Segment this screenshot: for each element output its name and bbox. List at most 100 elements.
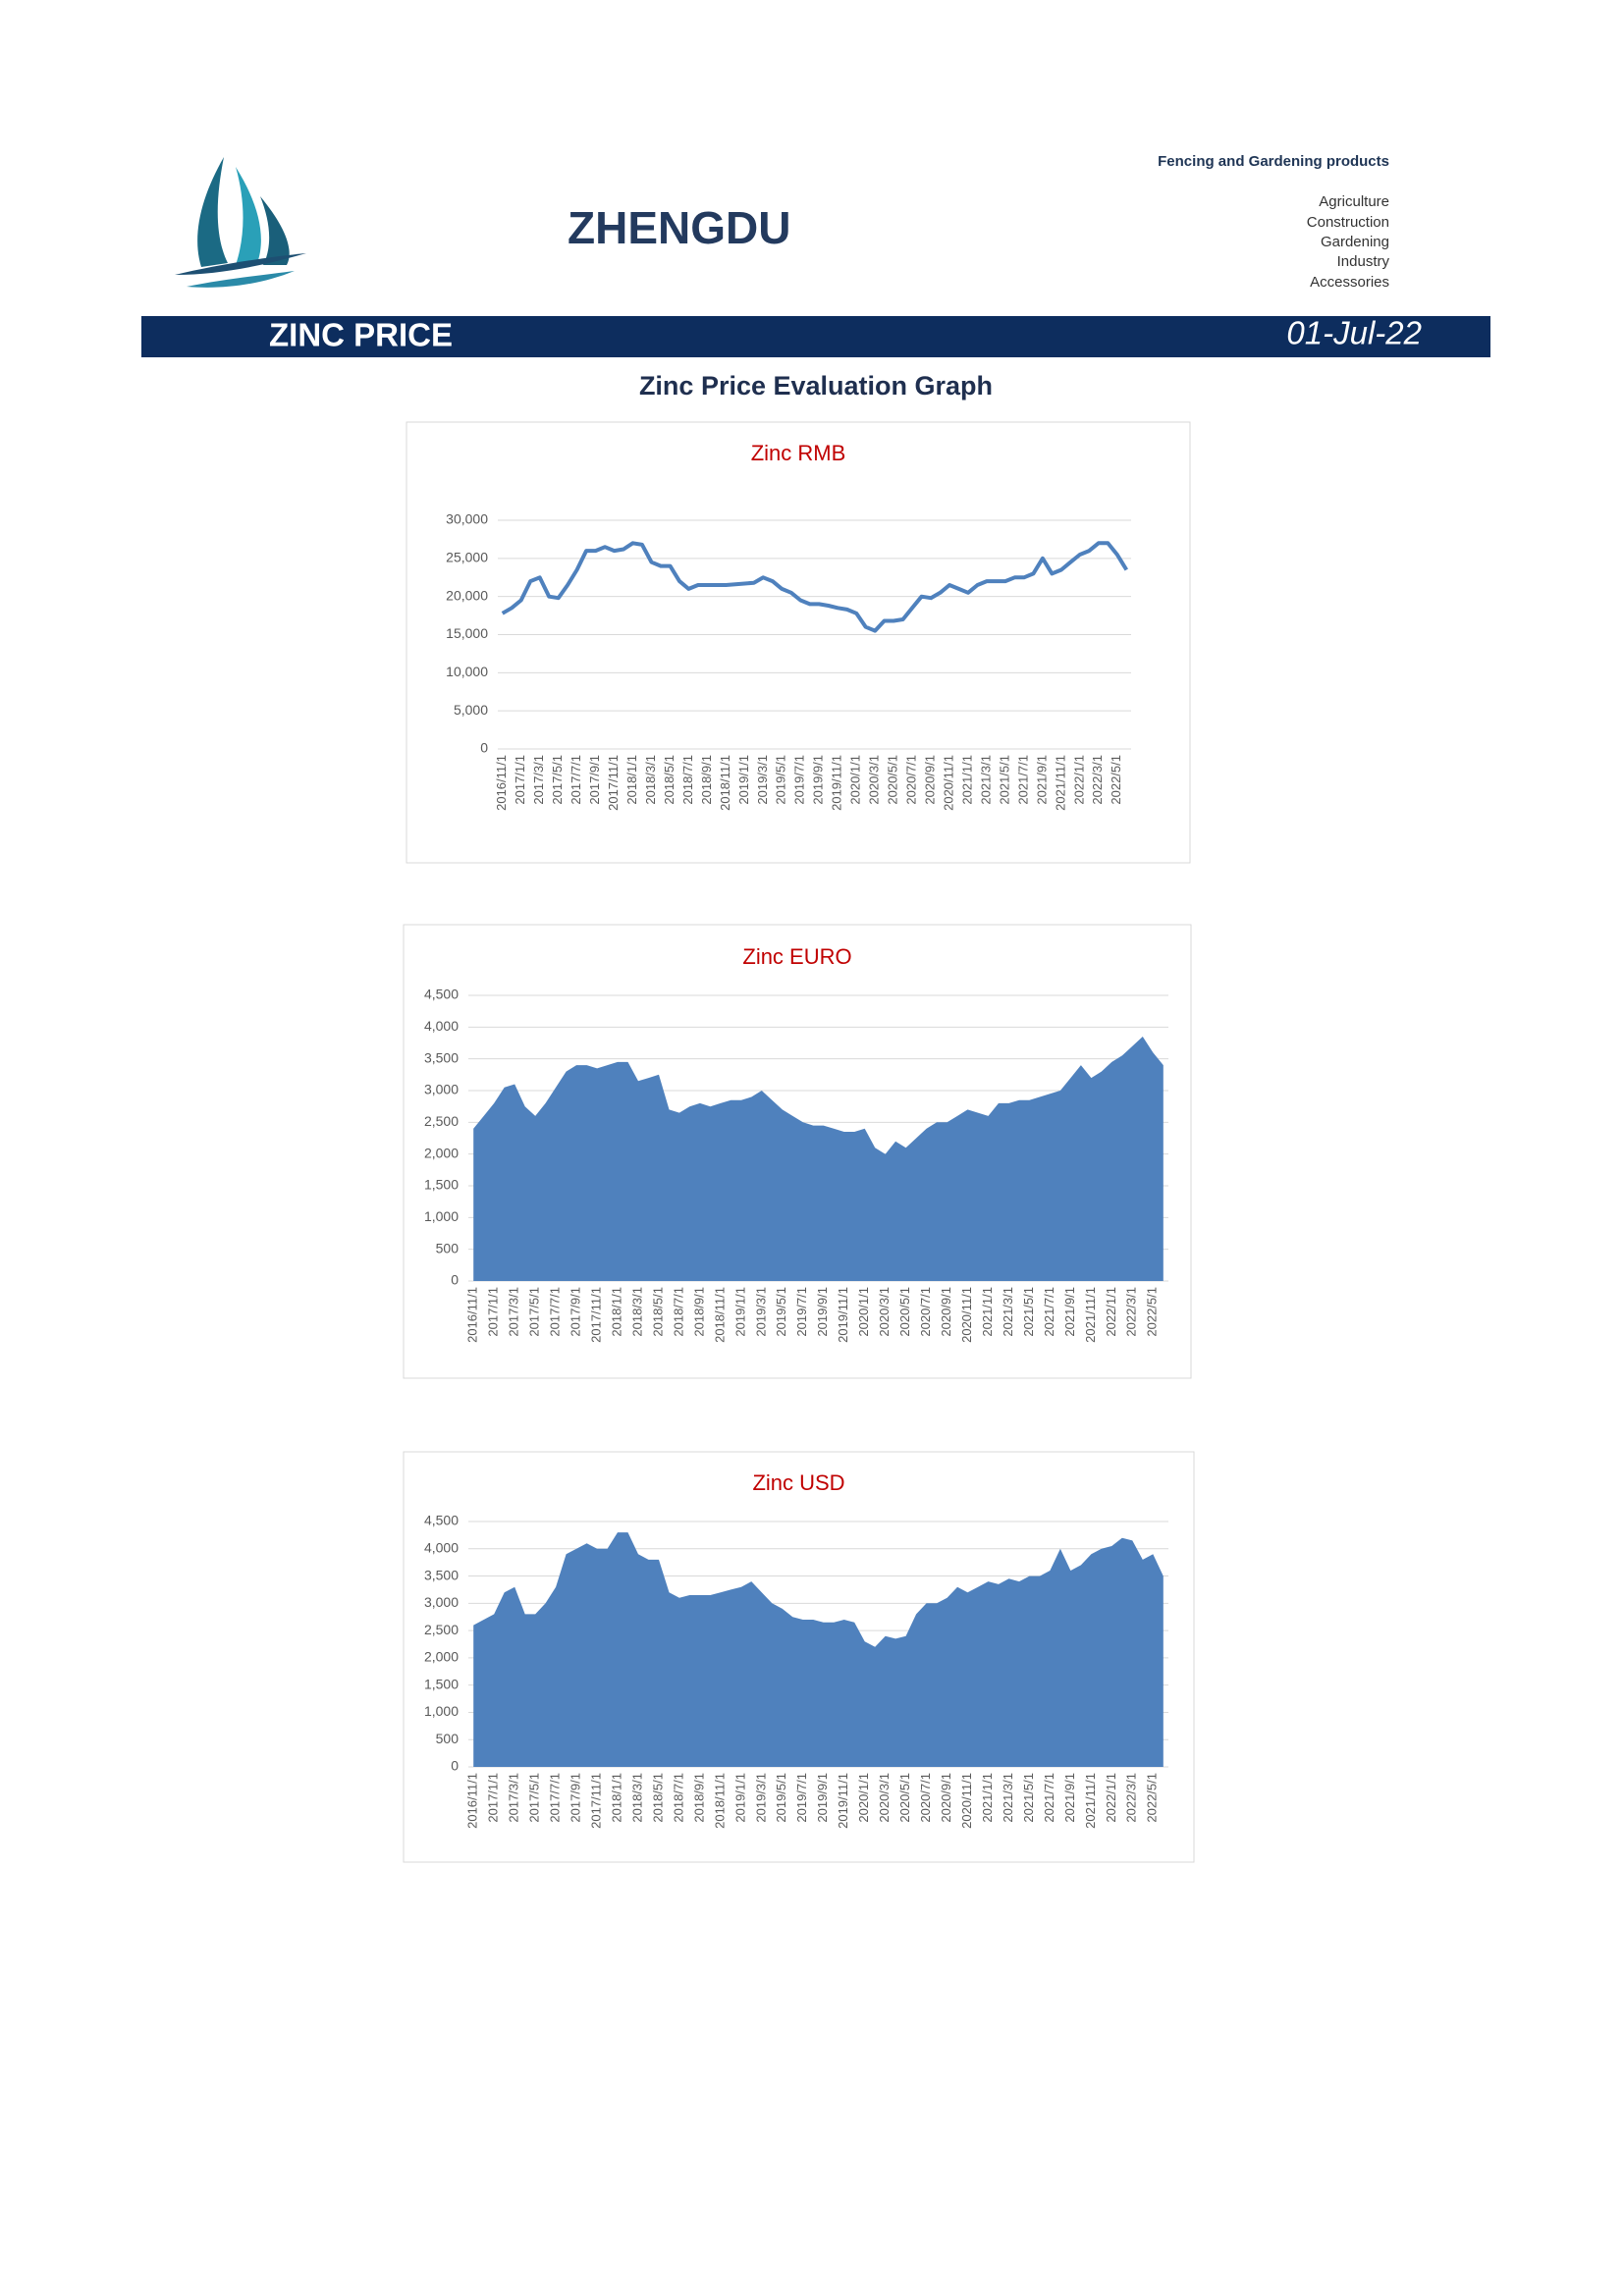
y-tick-label: 3,500 bbox=[424, 1049, 459, 1065]
x-tick-label: 2019/1/1 bbox=[736, 755, 751, 805]
x-tick-label: 2017/9/1 bbox=[587, 755, 602, 805]
logo bbox=[175, 157, 306, 288]
y-tick-label: 15,000 bbox=[446, 625, 488, 641]
x-tick-label: 2017/5/1 bbox=[527, 1287, 542, 1337]
x-tick-label: 2018/7/1 bbox=[671, 1773, 685, 1823]
x-tick-label: 2018/5/1 bbox=[650, 1773, 665, 1823]
x-tick-label: 2017/11/1 bbox=[606, 755, 621, 811]
chart-title: Zinc RMB bbox=[751, 441, 846, 465]
x-tick-label: 2019/9/1 bbox=[815, 1773, 830, 1823]
sector: Construction bbox=[1307, 214, 1389, 231]
x-tick-label: 2020/9/1 bbox=[939, 1773, 953, 1823]
y-tick-label: 500 bbox=[436, 1731, 460, 1746]
x-tick-label: 2019/3/1 bbox=[755, 755, 770, 805]
x-tick-label: 2022/3/1 bbox=[1090, 755, 1105, 805]
x-tick-label: 2017/11/1 bbox=[589, 1287, 604, 1343]
x-tick-label: 2019/3/1 bbox=[753, 1773, 768, 1823]
x-tick-label: 2022/5/1 bbox=[1109, 755, 1123, 805]
x-tick-label: 2017/3/1 bbox=[507, 1773, 521, 1823]
y-tick-label: 20,000 bbox=[446, 587, 488, 603]
x-tick-label: 2017/5/1 bbox=[550, 755, 565, 805]
x-tick-label: 2021/3/1 bbox=[978, 755, 993, 805]
x-tick-label: 2019/1/1 bbox=[732, 1773, 747, 1823]
x-tick-label: 2016/11/1 bbox=[494, 755, 509, 811]
x-tick-label: 2021/7/1 bbox=[1042, 1287, 1056, 1337]
x-tick-label: 2017/5/1 bbox=[527, 1773, 542, 1823]
x-tick-label: 2020/9/1 bbox=[923, 755, 938, 805]
x-tick-label: 2019/1/1 bbox=[732, 1287, 747, 1337]
sector: Accessories bbox=[1310, 274, 1389, 291]
x-tick-label: 2017/1/1 bbox=[486, 1773, 501, 1823]
y-tick-label: 0 bbox=[451, 1272, 459, 1288]
price-line bbox=[501, 541, 1129, 633]
y-tick-label: 2,500 bbox=[424, 1622, 459, 1637]
x-tick-label: 2020/3/1 bbox=[877, 1287, 892, 1337]
x-tick-label: 2021/1/1 bbox=[980, 1287, 995, 1337]
x-tick-label: 2021/7/1 bbox=[1015, 755, 1030, 805]
x-tick-label: 2021/5/1 bbox=[1021, 1287, 1036, 1337]
x-tick-label: 2017/11/1 bbox=[589, 1773, 604, 1829]
chart-title: Zinc EURO bbox=[742, 944, 851, 969]
brand: ZHENGDU bbox=[568, 202, 790, 253]
x-tick-label: 2020/1/1 bbox=[848, 755, 863, 805]
x-tick-label: 2019/5/1 bbox=[774, 1287, 788, 1337]
y-tick-label: 2,500 bbox=[424, 1113, 459, 1129]
x-tick-label: 2020/7/1 bbox=[904, 755, 919, 805]
x-tick-label: 2020/11/1 bbox=[941, 755, 955, 811]
y-tick-label: 10,000 bbox=[446, 664, 488, 679]
x-tick-label: 2021/7/1 bbox=[1042, 1773, 1056, 1823]
y-tick-label: 4,000 bbox=[424, 1539, 459, 1555]
x-tick-label: 2017/1/1 bbox=[486, 1287, 501, 1337]
x-tick-label: 2018/3/1 bbox=[643, 755, 658, 805]
x-tick-label: 2020/1/1 bbox=[856, 1287, 871, 1337]
banner bbox=[141, 316, 1490, 357]
sector: Agriculture bbox=[1319, 193, 1389, 210]
x-tick-label: 2018/9/1 bbox=[699, 755, 714, 805]
x-tick-label: 2018/11/1 bbox=[712, 1773, 727, 1829]
y-tick-label: 2,000 bbox=[424, 1145, 459, 1160]
x-tick-label: 2021/11/1 bbox=[1083, 1287, 1098, 1343]
x-tick-label: 2021/9/1 bbox=[1034, 755, 1049, 805]
x-tick-label: 2018/5/1 bbox=[650, 1287, 665, 1337]
x-tick-label: 2018/7/1 bbox=[680, 755, 695, 805]
x-tick-label: 2020/7/1 bbox=[918, 1773, 933, 1823]
y-tick-label: 25,000 bbox=[446, 550, 488, 565]
x-tick-label: 2017/3/1 bbox=[507, 1287, 521, 1337]
y-tick-label: 1,000 bbox=[424, 1208, 459, 1224]
x-tick-label: 2021/9/1 bbox=[1062, 1773, 1077, 1823]
x-tick-label: 2019/7/1 bbox=[792, 755, 807, 805]
x-tick-label: 2019/11/1 bbox=[836, 1773, 850, 1829]
x-tick-label: 2017/9/1 bbox=[568, 1287, 583, 1337]
x-tick-label: 2020/5/1 bbox=[897, 1287, 912, 1337]
x-tick-label: 2018/1/1 bbox=[624, 755, 639, 805]
x-tick-label: 2018/1/1 bbox=[609, 1773, 623, 1823]
y-tick-label: 4,500 bbox=[424, 1513, 459, 1528]
y-tick-label: 30,000 bbox=[446, 511, 488, 527]
y-tick-label: 2,000 bbox=[424, 1649, 459, 1665]
x-tick-label: 2020/11/1 bbox=[959, 1287, 974, 1343]
y-tick-label: 4,500 bbox=[424, 987, 459, 1002]
x-tick-label: 2022/1/1 bbox=[1104, 1287, 1118, 1337]
x-tick-label: 2018/7/1 bbox=[671, 1287, 685, 1337]
x-tick-label: 2022/3/1 bbox=[1124, 1287, 1139, 1337]
x-tick-label: 2021/1/1 bbox=[959, 755, 974, 805]
x-tick-label: 2016/11/1 bbox=[465, 1287, 480, 1343]
y-tick-label: 0 bbox=[480, 740, 488, 756]
x-tick-label: 2022/1/1 bbox=[1071, 755, 1086, 805]
subtitle: Zinc Price Evaluation Graph bbox=[639, 371, 993, 400]
x-tick-label: 2017/9/1 bbox=[568, 1773, 583, 1823]
price-area bbox=[473, 1532, 1164, 1767]
x-tick-label: 2019/9/1 bbox=[811, 755, 826, 805]
y-tick-label: 1,000 bbox=[424, 1703, 459, 1719]
x-tick-label: 2018/9/1 bbox=[691, 1287, 706, 1337]
x-tick-label: 2018/9/1 bbox=[691, 1773, 706, 1823]
y-tick-label: 4,000 bbox=[424, 1018, 459, 1034]
x-tick-label: 2017/7/1 bbox=[568, 755, 583, 805]
x-tick-label: 2016/11/1 bbox=[465, 1773, 480, 1829]
x-tick-label: 2019/7/1 bbox=[794, 1287, 809, 1337]
x-tick-label: 2022/5/1 bbox=[1145, 1287, 1160, 1337]
y-tick-label: 1,500 bbox=[424, 1676, 459, 1691]
